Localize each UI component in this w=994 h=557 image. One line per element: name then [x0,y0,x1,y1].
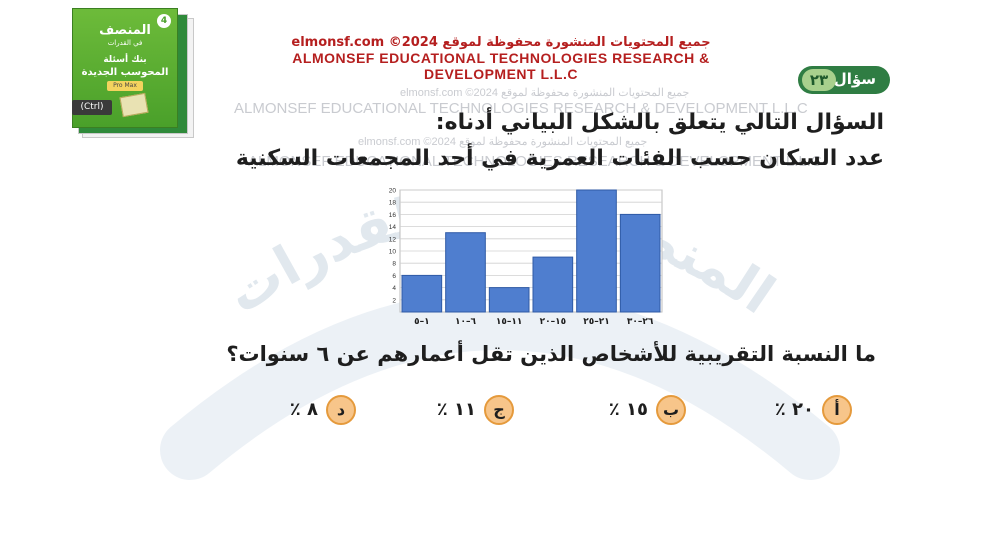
y-tick-label: 2 [392,297,396,304]
book-line-3: بنك أسئلة [103,55,147,65]
y-tick-label: 12 [389,236,397,243]
y-tick-label: 8 [392,261,396,268]
x-tick-label: ٢٦–٣٠ [627,317,654,327]
option-c-letter: ج [484,395,514,425]
option-d-letter: د [326,395,356,425]
book-cover: 4 المنصف في القدرات بنك أسئلة المحوسب ال… [72,8,196,138]
bar-chart: 2 4 6 8 10 12 14 16 18 20 ١–٥ ٦–١٠ ١١–١٥ ١٥–٢٠ ٢١–٢٥ ٢٦… [389,188,663,327]
instruction-heading: السؤال التالي يتعلق بالشكل البياني أدناه… [435,110,884,135]
y-tick-label: 14 [389,224,397,231]
watermark-line-3: جميع المحتويات المنشورة محفوظة لموقع elm… [358,136,648,148]
y-tick-label: 4 [392,285,396,292]
chart-bar [488,287,530,313]
y-tick-label: 16 [389,212,397,219]
question-badge-label: سؤال [833,70,876,88]
option-a[interactable]: أ ٢٠ ٪ [752,393,852,427]
watermark-line-2: ALMONSEF EDUCATIONAL TECHNOLOGIES RESEAR… [234,100,808,117]
book-subtitle: في القدرات [107,39,143,47]
y-tick-label: 10 [389,249,397,256]
option-c[interactable]: ج ١١ ٪ [414,393,514,427]
x-tick-label: ١٥–٢٠ [540,317,567,327]
question-badge-number: ٢٣ [802,69,836,91]
x-tick-label: ١١–١٥ [496,317,523,327]
copyright-line-2: ALMONSEF EDUCATIONAL TECHNOLOGIES RESEAR… [292,50,710,66]
chart-bar [401,274,443,313]
copyright-line-3: DEVELOPMENT L.L.C [424,66,578,82]
option-b[interactable]: ب ١٥ ٪ [586,393,686,427]
paste-options-chip[interactable]: (Ctrl) [72,100,112,115]
chart-caption: عدد السكان حسب الفئات العمرية في أحد الم… [235,146,884,171]
question-text: ما النسبة التقريبية للأشخاص الذين تقل أع… [226,342,876,366]
copyright-header: جميع المحتويات المنشورة محفوظة لموقع elm… [286,35,716,82]
y-tick-label: 6 [392,273,396,280]
x-tick-label: ٦–١٠ [455,317,477,327]
watermark-line-1: جميع المحتويات المنشورة محفوظة لموقع elm… [400,87,690,99]
chart-bar [619,213,661,313]
watermark-line-4: ALMONSEF EDUCATIONAL TECHNOLOGIES RESEAR… [248,153,822,170]
chart-bar [445,232,486,313]
option-d-value: ٨ ٪ [289,399,318,420]
x-tick-label: ٢١–٢٥ [583,317,610,327]
option-b-letter: ب [656,395,686,425]
option-c-value: ١١ ٪ [436,399,476,420]
option-a-letter: أ [822,395,852,425]
chart-bar [576,189,617,313]
option-d[interactable]: د ٨ ٪ [256,393,356,427]
book-illustration [119,92,149,118]
question-badge: سؤال ٢٣ [798,66,890,94]
y-tick-label: 20 [389,188,397,195]
book-ribbon: Pro Max [107,81,143,91]
y-tick-label: 18 [389,200,397,207]
book-title: المنصف [99,23,151,38]
option-a-value: ٢٠ ٪ [774,399,814,420]
book-line-4: المحوسب الجديدة [81,67,169,78]
book-badge: 4 [157,14,171,28]
copyright-line-1: جميع المحتويات المنشورة محفوظة لموقع elm… [291,35,711,50]
option-b-value: ١٥ ٪ [608,399,648,420]
chart-bar [532,256,574,313]
x-tick-label: ١–٥ [414,317,430,327]
